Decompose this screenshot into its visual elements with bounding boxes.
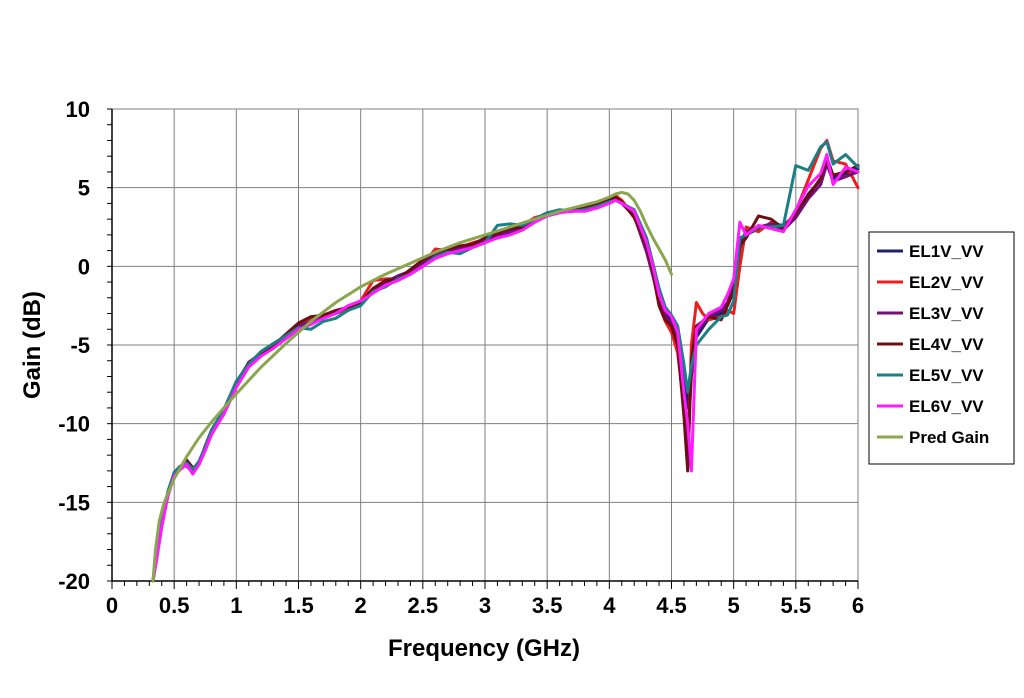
y-tick-label: -10 — [58, 412, 90, 437]
y-tick-labels: 10 5 0 -5 -10 -15 -20 — [58, 97, 90, 594]
x-tick-label: 6 — [852, 593, 864, 618]
legend-label-el5v-vv: EL5V_VV — [909, 366, 984, 385]
y-tick-label: -15 — [58, 490, 90, 515]
legend-box — [868, 231, 1015, 465]
series-lines — [151, 139, 860, 583]
x-tick-label: 0 — [106, 593, 118, 618]
legend-label-el3v-vv: EL3V_VV — [909, 304, 984, 323]
legend-label-el1v-vv: EL1V_VV — [909, 242, 984, 261]
x-tick-label: 2 — [355, 593, 367, 618]
x-tick-label: 2.5 — [408, 593, 439, 618]
x-tick-labels: 0 0.5 1 1.5 2 2.5 3 3.5 4 4.5 5 5.5 6 — [106, 593, 864, 618]
x-tick-label: 0.5 — [159, 593, 190, 618]
legend-label-el4v-vv: EL4V_VV — [909, 335, 984, 354]
series-line-el6v-vv — [151, 153, 860, 583]
x-tick-label: 3.5 — [532, 593, 563, 618]
x-tick-label: 1 — [230, 593, 242, 618]
series-line-pred-gain — [151, 190, 673, 583]
y-axis-title: Gain (dB) — [19, 291, 46, 399]
y-tick-label: 5 — [78, 176, 90, 201]
y-tick-label: -20 — [58, 569, 90, 594]
x-tick-label: 5 — [728, 593, 740, 618]
x-axis-title: Frequency (GHz) — [388, 635, 580, 662]
x-tick-label: 1.5 — [283, 593, 314, 618]
legend-label-el6v-vv: EL6V_VV — [909, 397, 984, 416]
legend-label-pred-gain: Pred Gain — [909, 428, 989, 447]
grid — [112, 109, 858, 581]
x-tick-label: 4 — [603, 593, 616, 618]
x-tick-label: 3 — [479, 593, 491, 618]
minor-ticks — [107, 108, 859, 589]
y-tick-label: 10 — [66, 97, 90, 122]
y-tick-label: 0 — [78, 254, 90, 279]
y-tick-label: -5 — [70, 333, 90, 358]
legend-label-el2v-vv: EL2V_VV — [909, 273, 984, 292]
legend: EL1V_VV EL2V_VV EL3V_VV EL4V_VV EL5V_VV EL6V_… — [868, 231, 1015, 465]
x-tick-label: 5.5 — [781, 593, 812, 618]
x-tick-label: 4.5 — [656, 593, 687, 618]
